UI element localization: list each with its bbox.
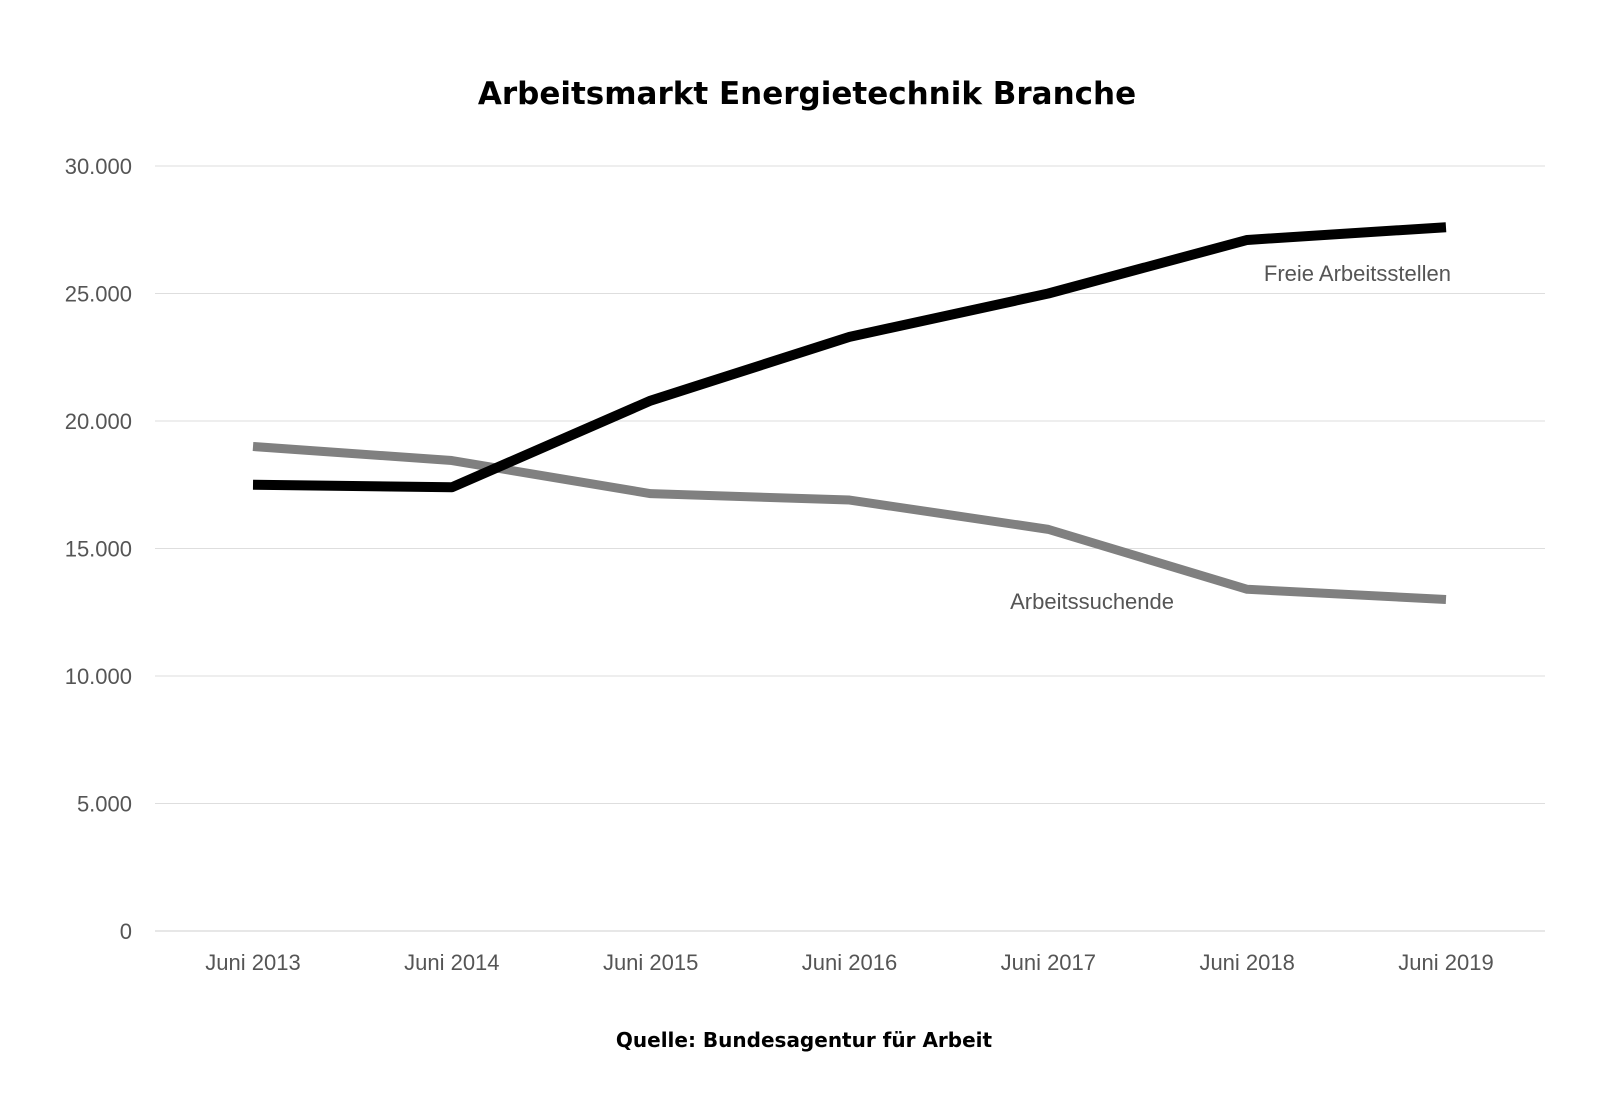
series-label-freie-arbeitsstellen: Freie Arbeitsstellen (1264, 261, 1451, 286)
y-tick-label: 5.000 (77, 792, 132, 817)
chart-title: Arbeitsmarkt Energietechnik Branche (478, 76, 1136, 112)
y-axis-tick-labels: 0 5.000 10.000 15.000 20.000 25.000 30.000 (65, 154, 132, 944)
x-tick-label: Juni 2013 (205, 950, 300, 975)
x-tick-label: Juni 2019 (1398, 950, 1493, 975)
y-tick-label: 15.000 (65, 537, 132, 562)
x-axis-tick-labels: Juni 2013 Juni 2014 Juni 2015 Juni 2016 Juni… (205, 950, 1493, 975)
x-tick-label: Juni 2017 (1001, 950, 1096, 975)
x-tick-label: Juni 2015 (603, 950, 698, 975)
gridlines (155, 165, 1545, 932)
series-line-arbeitssuchende (252, 442, 1447, 604)
series-label-arbeitssuchende: Arbeitssuchende (1010, 589, 1174, 614)
x-tick-label: Juni 2018 (1199, 950, 1294, 975)
x-tick-label: Juni 2016 (802, 950, 897, 975)
series-line-freie-arbeitsstellen (252, 222, 1447, 493)
y-tick-label: 0 (120, 919, 132, 944)
x-tick-label: Juni 2014 (404, 950, 499, 975)
y-tick-label: 25.000 (65, 282, 132, 307)
chart-source-note: Quelle: Bundesagentur für Arbeit (616, 1028, 993, 1052)
y-tick-label: 10.000 (65, 664, 132, 689)
series-lines (252, 222, 1447, 604)
y-tick-label: 30.000 (65, 154, 132, 179)
y-tick-label: 20.000 (65, 409, 132, 434)
